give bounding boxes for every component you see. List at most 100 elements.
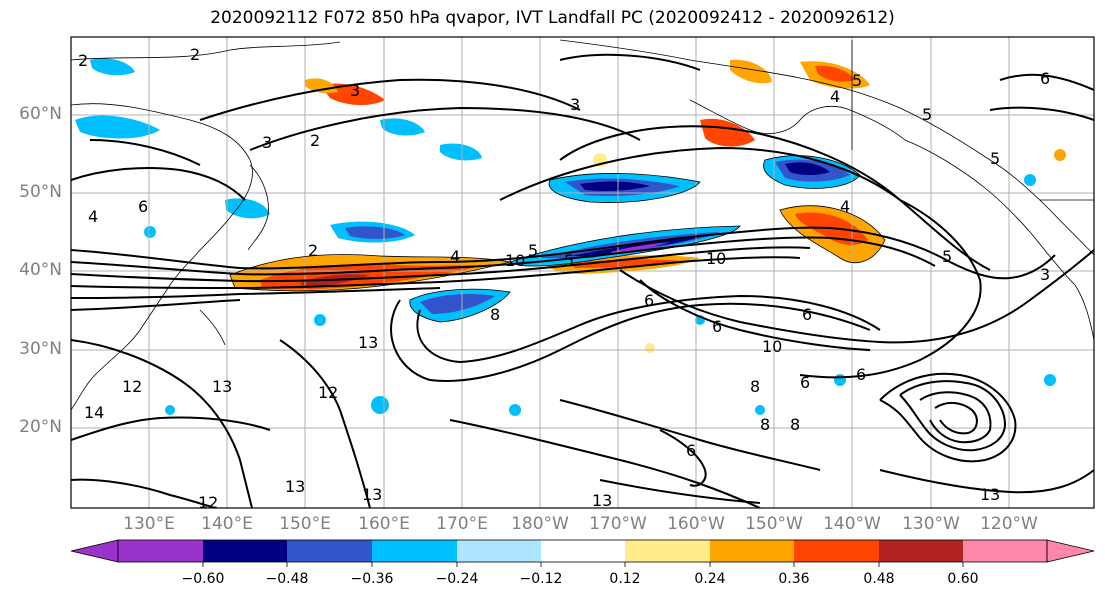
colorbar (70, 539, 1095, 567)
contour-label: 5 (990, 149, 1000, 168)
contour-label: 2 (310, 131, 320, 150)
colorbar-bin (541, 540, 625, 562)
strong-negative-50n (580, 181, 650, 191)
contour-label: 8 (760, 415, 770, 434)
contour-label: 6 (712, 317, 722, 336)
small-negative-blob (314, 314, 326, 326)
contour-label: 3 (262, 133, 272, 152)
colorbar-extend-low (70, 539, 119, 563)
colorbar-bin (710, 540, 794, 562)
contour-label: 13 (212, 377, 232, 396)
contour-label: 13 (362, 485, 382, 504)
contour-label: 13 (980, 485, 1000, 504)
colorbar-tick-label: 0.12 (609, 571, 641, 587)
colorbar-tick-label: −0.36 (350, 571, 394, 587)
lon-label-140e: 140°E (201, 514, 253, 534)
lon-label-170w: 170°W (589, 514, 647, 534)
contour-label: 3 (570, 95, 580, 114)
small-negative-blob (834, 374, 846, 386)
contour-label: 8 (750, 377, 760, 396)
strong-negative-gulf (785, 162, 830, 175)
contour-label: 5 (528, 241, 538, 260)
lat-label-30n: 30°N (19, 339, 62, 359)
contour-label: 6 (800, 373, 810, 392)
strong-positive-alaska (815, 65, 855, 82)
contour-label: 5 (564, 251, 574, 270)
contour-label: 5 (942, 247, 952, 266)
contour-label: 12 (318, 383, 338, 402)
contour-label: 3 (350, 81, 360, 100)
negative-anomaly-150e-core (345, 226, 405, 239)
contour-label: 6 (856, 365, 866, 384)
colorbar-bin (794, 540, 879, 562)
contour-label: 8 (790, 415, 800, 434)
strong-positive-170w (570, 259, 680, 268)
negative-anomaly-northwest-2 (90, 58, 135, 76)
contour-label: 2 (78, 51, 88, 70)
negative-anomaly-northwest-3 (380, 118, 425, 136)
colorbar-bin (879, 540, 963, 562)
negative-anomaly-sea-of-japan (225, 198, 270, 219)
colorbar-bin (118, 540, 203, 562)
contour-label: 5 (922, 105, 932, 124)
lon-label-160e: 160°E (358, 514, 410, 534)
negative-anomaly-northwest-1 (75, 115, 160, 139)
small-negative-blob (755, 405, 765, 415)
anomaly-outlines (229, 155, 886, 323)
lon-label-130e: 130°E (123, 514, 175, 534)
contour-label: 4 (830, 87, 840, 106)
contour-label: 6 (138, 197, 148, 216)
page-title: 2020092112 F072 850 hPa qvapor, IVT Land… (210, 8, 895, 28)
colorbar-bin (457, 540, 541, 562)
small-negative-blob (371, 396, 389, 414)
positive-anomaly-bering (700, 118, 755, 147)
strong-negative-core-east (570, 237, 700, 256)
purple-negative-core (610, 242, 670, 254)
negative-core-west (420, 294, 495, 314)
very-strong-positive-core (300, 274, 370, 288)
colorbar-bin (203, 540, 287, 562)
contour-label: 6 (644, 291, 654, 310)
colorbar-tick-label: 0.60 (947, 571, 979, 587)
contour-label: 13 (592, 491, 612, 510)
colorbar-tick-label: −0.60 (181, 571, 225, 587)
contour-label: 4 (840, 197, 850, 216)
small-positive-blob (1054, 149, 1066, 161)
contour-label: 13 (285, 477, 305, 496)
contour-label-group: 2 3 2 3 3 2 4 6 2 10 5 4 10 5 8 6 6 6 10… (78, 45, 1050, 512)
contour-label: 10 (762, 337, 782, 356)
contour-label: 10 (706, 249, 726, 268)
colorbar-tick-label: 0.36 (778, 571, 810, 587)
lon-label-140w: 140°W (823, 514, 881, 534)
lon-label-180w: 180°W (511, 514, 569, 534)
small-positive-blob (645, 343, 655, 353)
ivt-contours (71, 53, 1094, 508)
small-negative-blob (1044, 374, 1056, 386)
contour-label: 10 (505, 251, 525, 270)
contour-label: 6 (1040, 69, 1050, 88)
colorbar-bin (963, 540, 1047, 562)
colorbar-tick-label: −0.12 (519, 571, 563, 587)
lon-label-170e: 170°E (436, 514, 488, 534)
colorbar-frame (117, 539, 1048, 563)
colorbar-bin (625, 540, 710, 562)
map-area (71, 37, 1094, 508)
contour-label: 2 (190, 45, 200, 64)
contour-label: 12 (122, 377, 142, 396)
colorbar-ticks (202, 562, 964, 567)
map-frame (70, 36, 1095, 509)
lat-label-40n: 40°N (19, 260, 62, 280)
contour-label: 2 (308, 241, 318, 260)
contour-label: 5 (852, 71, 862, 90)
contour-label: 13 (358, 333, 378, 352)
contour-label: 6 (686, 441, 696, 460)
lon-label-130w: 130°W (902, 514, 960, 534)
colorbar-tick-label: −0.48 (265, 571, 309, 587)
small-negative-blob (144, 226, 156, 238)
colorbar-extend-high (1046, 539, 1095, 563)
positive-anomaly-okhotsk (305, 78, 338, 94)
coastlines (71, 39, 1094, 411)
lon-label-150w: 150°W (745, 514, 803, 534)
lon-label-150e: 150°E (279, 514, 331, 534)
